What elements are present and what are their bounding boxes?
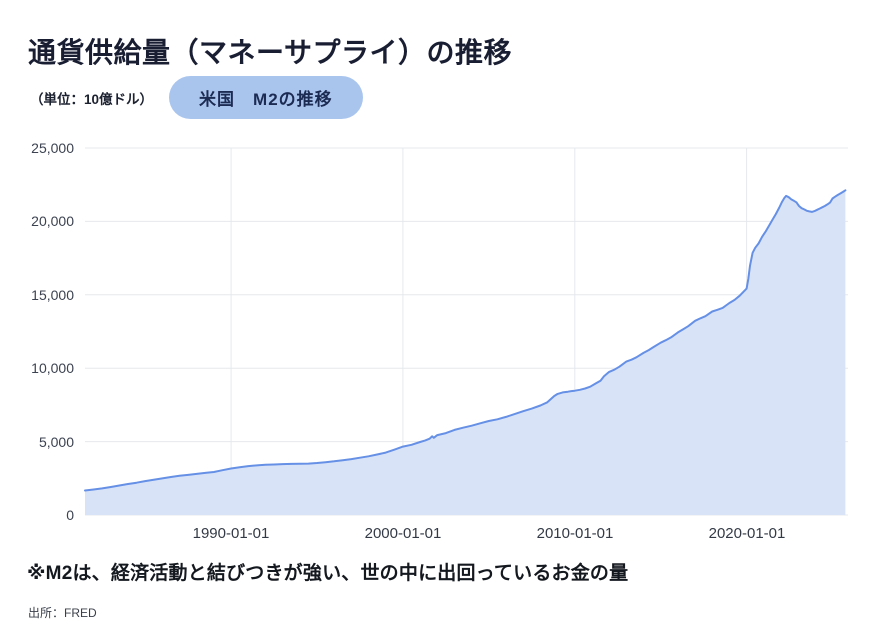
unit-label: （単位：10億ドル） <box>30 91 154 107</box>
subtitle-row: （単位：10億ドル） 米国 M2の推移 <box>30 76 363 119</box>
x-axis-tick-label: 1990-01-01 <box>192 525 270 542</box>
y-axis-tick-label: 10,000 <box>31 360 74 376</box>
series-badge: 米国 M2の推移 <box>169 76 363 119</box>
y-axis-tick-label: 20,000 <box>31 213 74 229</box>
y-axis-tick-label: 5,000 <box>38 434 74 450</box>
y-axis-tick-label: 25,000 <box>31 140 74 156</box>
y-axis-tick-label: 15,000 <box>31 287 74 303</box>
x-axis-tick-label: 2000-01-01 <box>364 525 442 542</box>
x-axis-tick-label: 2010-01-01 <box>536 525 614 542</box>
source-label: 出所：FRED <box>28 606 97 620</box>
y-axis-tick-label: 0 <box>66 507 74 523</box>
chart-canvas <box>84 147 848 516</box>
x-axis-tick-label: 2020-01-01 <box>708 525 786 542</box>
footnote: ※M2は、経済活動と結びつきが強い、世の中に出回っているお金の量 <box>27 563 629 584</box>
page-title: 通貨供給量（マネーサプライ）の推移 <box>28 36 512 68</box>
m2-area-chart: 25,000 20,000 15,000 10,000 5,000 0 1990… <box>0 140 870 552</box>
